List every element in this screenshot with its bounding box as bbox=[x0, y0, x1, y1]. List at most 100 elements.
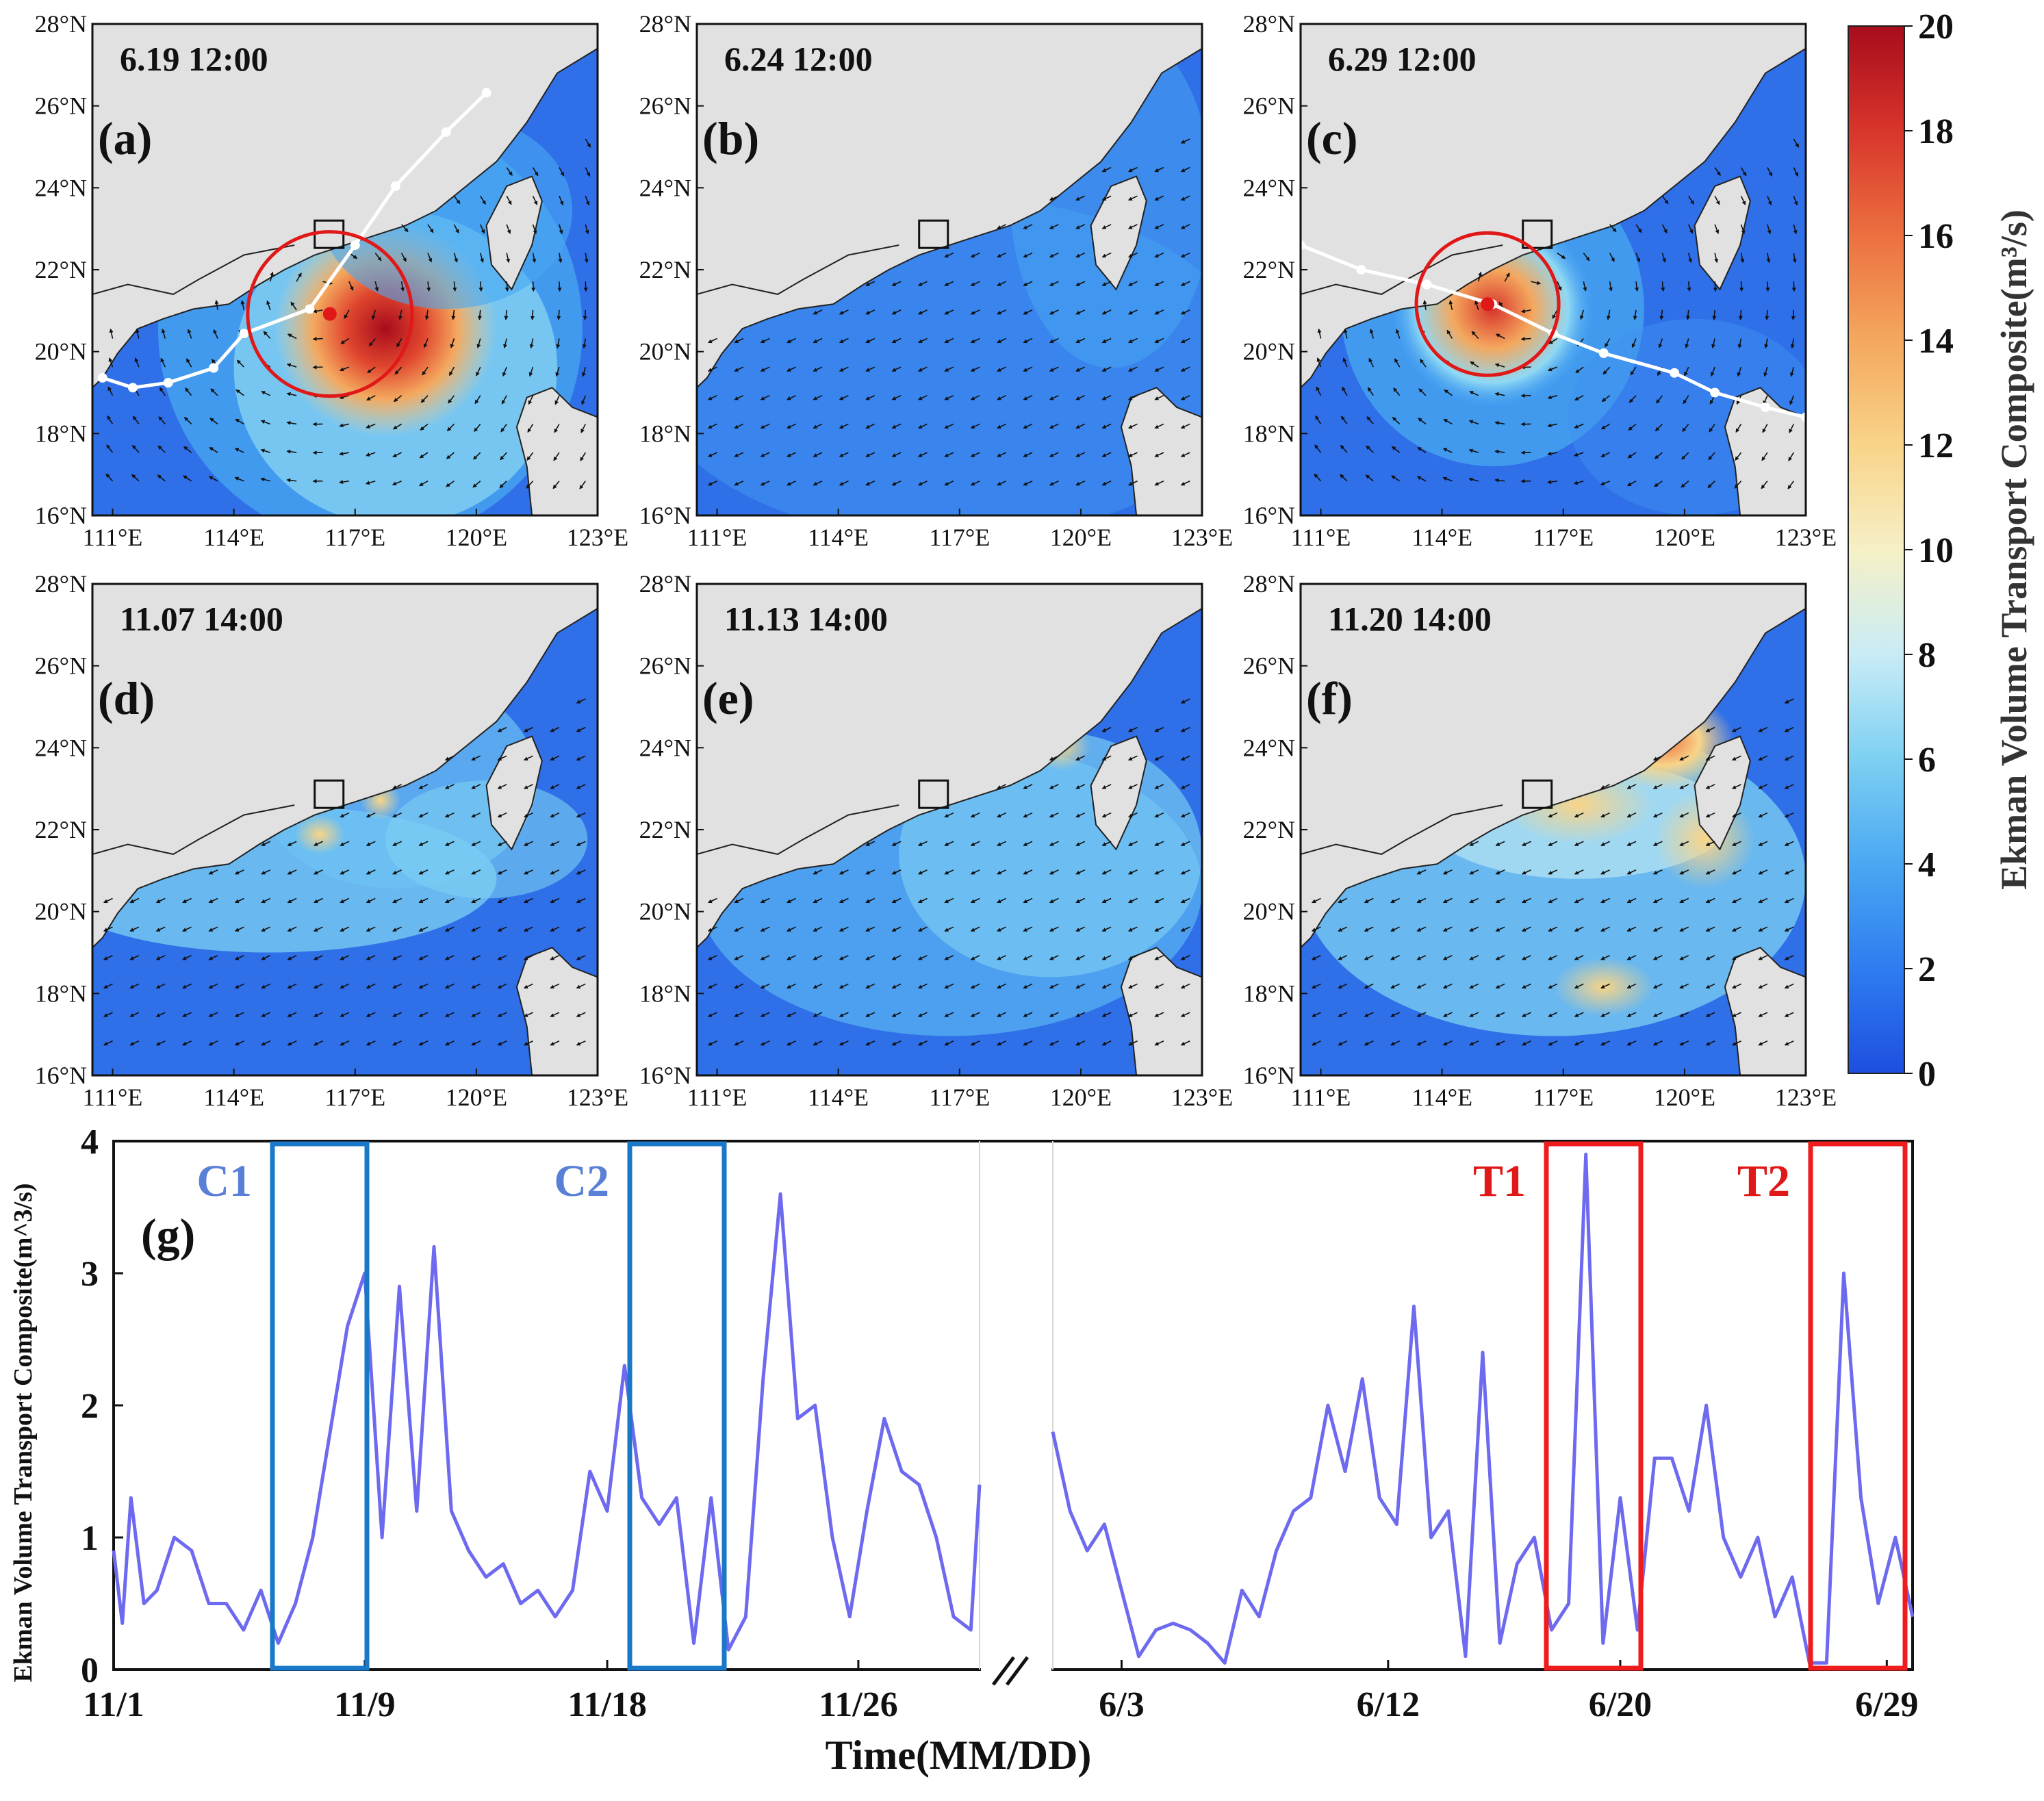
vector-arrow bbox=[1495, 1012, 1505, 1017]
vector-arrow bbox=[1342, 386, 1348, 396]
track-point bbox=[390, 181, 400, 191]
vector-arrow bbox=[1471, 331, 1479, 340]
vector-arrow bbox=[1548, 812, 1558, 818]
vector-arrow bbox=[576, 869, 586, 875]
vector-arrow bbox=[287, 869, 297, 875]
vector-arrow bbox=[480, 224, 485, 234]
vector-arrow bbox=[209, 418, 218, 425]
transport-vectors bbox=[1311, 698, 1794, 1046]
vector-arrow bbox=[970, 452, 980, 457]
vector-arrow bbox=[1127, 224, 1138, 229]
vector-arrow bbox=[366, 983, 376, 989]
vector-arrow bbox=[1679, 897, 1689, 904]
vector-arrow bbox=[1049, 224, 1059, 229]
vector-arrow bbox=[970, 423, 980, 429]
lat-tick-label: 24°N bbox=[639, 734, 691, 761]
vector-arrow bbox=[1600, 955, 1610, 960]
vector-arrow bbox=[1574, 983, 1584, 989]
x-tick-label: 11/9 bbox=[334, 1685, 396, 1724]
vector-arrow bbox=[1049, 1012, 1059, 1017]
vector-arrow bbox=[585, 167, 591, 177]
vector-arrow bbox=[839, 869, 849, 875]
vector-arrow bbox=[707, 1012, 717, 1017]
vector-arrow bbox=[1049, 195, 1059, 201]
vector-arrow bbox=[891, 395, 902, 400]
study-area-box bbox=[1522, 779, 1553, 809]
vector-arrow bbox=[131, 474, 140, 482]
vector-arrow bbox=[1740, 224, 1746, 235]
vector-arrow bbox=[234, 983, 244, 989]
vector-arrow bbox=[471, 926, 481, 932]
mainland-coast bbox=[92, 24, 598, 389]
vector-arrow bbox=[1049, 841, 1059, 846]
vector-arrow bbox=[497, 955, 507, 960]
vector-arrow bbox=[523, 755, 533, 761]
vector-arrow bbox=[760, 337, 770, 344]
vector-arrow bbox=[400, 281, 405, 292]
vector-arrow bbox=[550, 926, 560, 932]
vector-arrow bbox=[1442, 448, 1453, 453]
panel-label: (c) bbox=[1306, 112, 1357, 164]
vector-arrow bbox=[1180, 309, 1190, 315]
vector-arrow bbox=[1368, 357, 1374, 368]
transport-vectors bbox=[707, 698, 1190, 1046]
vector-arrow bbox=[550, 955, 560, 960]
vector-arrow bbox=[1758, 869, 1768, 875]
typhoon-track bbox=[102, 91, 488, 389]
vector-arrow bbox=[427, 224, 434, 233]
vector-arrow bbox=[392, 926, 402, 932]
vector-arrow bbox=[1714, 195, 1720, 205]
y-tick-label: 0 bbox=[81, 1651, 99, 1690]
vector-arrow bbox=[787, 926, 796, 932]
vector-arrow bbox=[970, 983, 980, 989]
vector-arrow bbox=[532, 195, 538, 205]
vector-arrow bbox=[1075, 281, 1086, 286]
vector-arrow bbox=[1154, 784, 1164, 789]
lat-tick-label: 24°N bbox=[639, 174, 691, 201]
vector-arrow bbox=[366, 812, 376, 818]
vector-arrow bbox=[1602, 366, 1611, 375]
vector-arrow bbox=[576, 726, 586, 732]
vector-arrow bbox=[734, 452, 744, 457]
vector-arrow bbox=[1714, 224, 1720, 234]
vector-arrow bbox=[1574, 395, 1584, 401]
vector-arrow bbox=[1626, 841, 1637, 846]
vector-arrow bbox=[182, 1012, 192, 1017]
taiwan-island bbox=[485, 175, 543, 291]
vector-arrow bbox=[891, 423, 902, 429]
vector-arrow bbox=[944, 423, 954, 429]
vector-arrow bbox=[392, 955, 402, 960]
vector-arrow bbox=[579, 481, 586, 489]
vector-arrow bbox=[392, 897, 402, 904]
vector-arrow bbox=[1652, 955, 1663, 960]
vector-arrow bbox=[1101, 309, 1112, 315]
vector-arrow bbox=[1661, 281, 1665, 292]
vector-arrow bbox=[970, 395, 980, 400]
vector-arrow bbox=[103, 955, 113, 960]
vector-arrow bbox=[1579, 309, 1585, 320]
vector-arrow bbox=[418, 841, 429, 846]
vector-arrow bbox=[446, 452, 455, 459]
vector-arrow bbox=[1316, 386, 1322, 396]
lon-tick-label: 120°E bbox=[446, 524, 507, 551]
vector-arrow bbox=[997, 784, 1006, 789]
vector-arrow bbox=[506, 195, 512, 205]
vector-arrow bbox=[523, 869, 533, 875]
vector-arrow bbox=[1390, 926, 1400, 932]
vector-arrow bbox=[108, 357, 114, 368]
vector-arrow bbox=[453, 224, 459, 234]
vector-arrow bbox=[865, 452, 876, 457]
map-panel-a: 6.19 12:00 (a) 28°N 26°N 24°N 22°N 20°N 18°N 16°… bbox=[35, 10, 629, 551]
typhoon-center bbox=[322, 307, 337, 321]
vector-arrow bbox=[1765, 281, 1770, 292]
lat-tick-label: 20°N bbox=[35, 338, 87, 366]
vector-arrow bbox=[813, 452, 823, 457]
vector-arrow bbox=[707, 926, 717, 932]
vector-arrow bbox=[1495, 333, 1505, 340]
lat-tick-label: 26°N bbox=[639, 92, 691, 120]
vector-arrow bbox=[555, 366, 560, 377]
vector-arrow bbox=[1731, 869, 1741, 875]
vector-arrow bbox=[366, 423, 376, 429]
vector-arrow bbox=[1784, 926, 1794, 932]
colorbar-tick-label: 10 bbox=[1918, 531, 1954, 570]
